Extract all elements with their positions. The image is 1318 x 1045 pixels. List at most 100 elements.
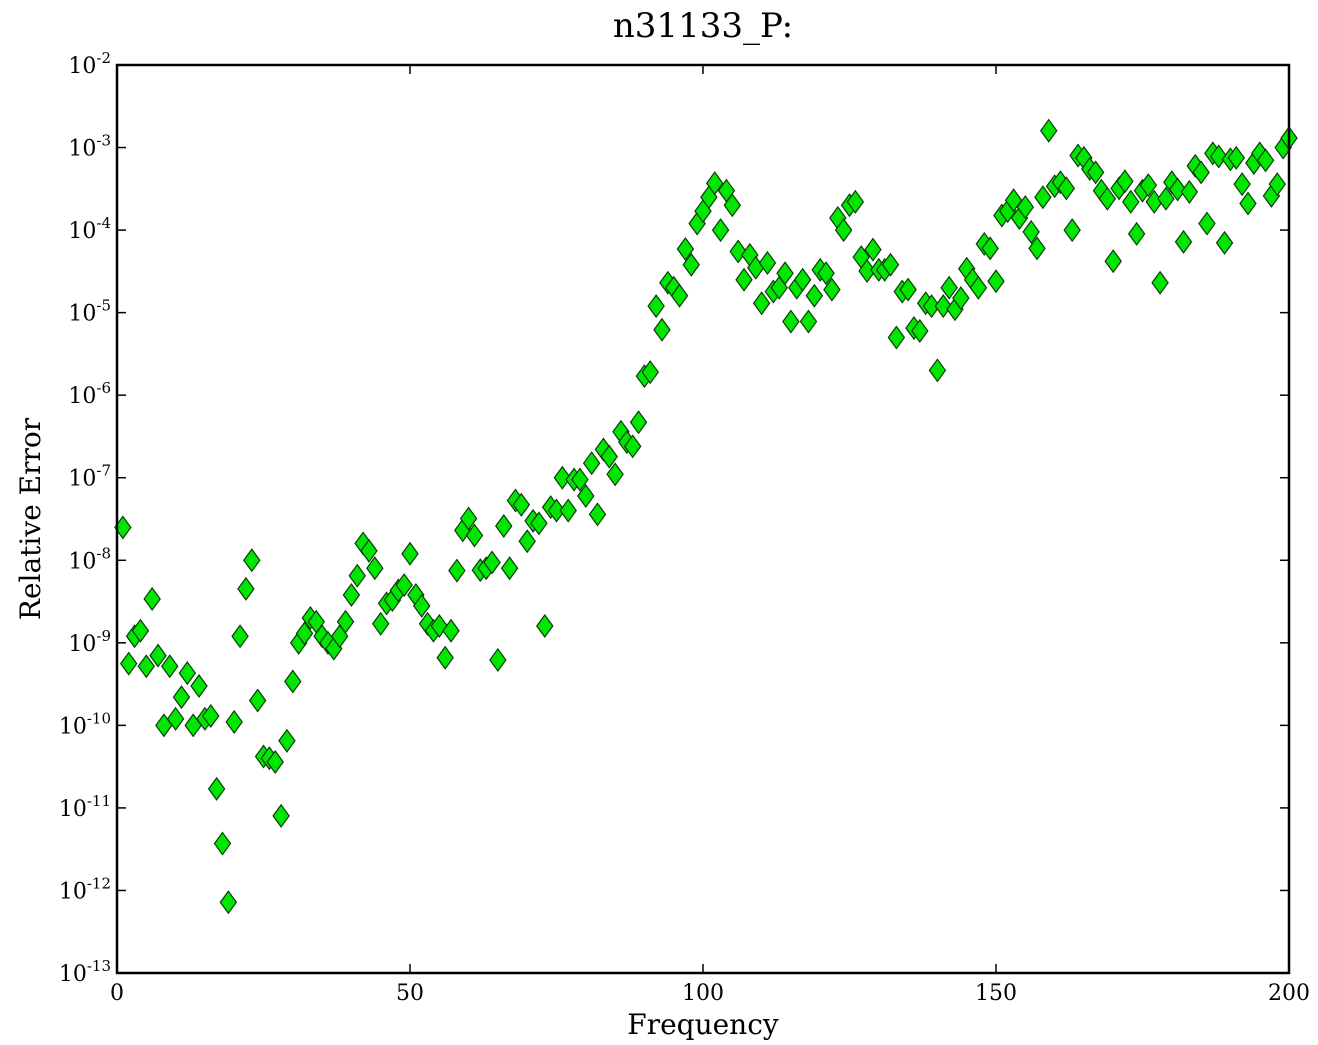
data-point	[1139, 173, 1158, 198]
data-point	[149, 643, 167, 668]
data-point	[758, 250, 777, 275]
y-tick-base: 10	[59, 879, 87, 904]
data-point	[981, 236, 999, 261]
data-point	[571, 467, 589, 492]
y-tick-base: 10	[68, 54, 96, 79]
y-tick-base: 10	[68, 137, 96, 162]
data-point	[272, 803, 290, 828]
x-tick-label: 0	[110, 981, 124, 1006]
data-point	[518, 529, 536, 554]
data-point	[735, 267, 753, 292]
data-point	[887, 325, 906, 350]
chart-title: n31133_P:	[613, 6, 793, 46]
y-tick-exponent: -7	[96, 462, 111, 480]
data-point	[395, 573, 413, 598]
data-point	[1034, 185, 1052, 210]
data-point	[559, 498, 577, 523]
data-point	[442, 618, 460, 643]
data-point	[817, 261, 835, 286]
data-point	[536, 613, 554, 638]
y-axis-label: Relative Error	[14, 417, 47, 620]
y-tick-exponent: -11	[87, 792, 111, 810]
y-tick-label: 10-4	[68, 214, 111, 244]
y-tick-label: 10-11	[59, 792, 111, 822]
data-point	[1239, 191, 1257, 216]
data-point	[401, 541, 419, 566]
data-point	[752, 291, 771, 316]
data-point	[1086, 160, 1105, 185]
data-point	[412, 593, 431, 618]
data-point	[137, 654, 156, 679]
data-point	[711, 218, 730, 243]
data-point	[1209, 144, 1228, 169]
data-point	[1192, 160, 1210, 185]
data-point	[723, 193, 742, 218]
data-point	[1016, 195, 1035, 220]
data-point	[588, 502, 607, 527]
data-point	[166, 706, 185, 731]
data-point	[1227, 145, 1246, 170]
data-point	[448, 558, 466, 583]
data-point	[547, 498, 566, 523]
data-point	[465, 523, 484, 548]
data-point	[1116, 169, 1134, 194]
data-point	[225, 709, 243, 734]
y-tick-exponent: -4	[96, 214, 111, 232]
data-point	[1098, 186, 1117, 211]
y-tick-exponent: -13	[87, 957, 111, 975]
y-tick-base: 10	[68, 302, 96, 327]
data-point	[881, 252, 900, 277]
data-point	[600, 444, 618, 469]
data-point	[623, 434, 642, 459]
y-tick-exponent: -8	[96, 544, 111, 562]
data-point	[805, 283, 824, 308]
data-point	[489, 647, 507, 672]
data-point	[670, 283, 689, 308]
data-point	[1168, 177, 1187, 202]
data-point	[682, 252, 701, 277]
data-point	[928, 358, 947, 383]
y-tick-label: 10-6	[68, 379, 111, 409]
data-point	[934, 294, 953, 319]
y-tick-exponent: -6	[96, 379, 111, 397]
data-point	[143, 586, 161, 611]
data-point	[952, 286, 970, 311]
data-point	[243, 548, 261, 573]
data-point	[647, 294, 665, 319]
data-point	[1180, 179, 1199, 204]
y-tick-label: 10-2	[68, 49, 111, 79]
x-tick-label: 200	[1268, 981, 1310, 1006]
y-tick-base: 10	[59, 962, 87, 987]
data-point	[336, 609, 355, 634]
data-point	[278, 728, 296, 753]
data-point	[436, 645, 454, 670]
data-point	[266, 749, 284, 775]
data-point	[776, 261, 794, 286]
data-point	[899, 277, 917, 302]
data-point	[1127, 221, 1146, 246]
data-point	[231, 624, 249, 649]
data-point	[366, 556, 384, 581]
data-point	[834, 218, 853, 243]
data-point	[793, 267, 812, 292]
data-point	[207, 776, 226, 801]
x-tick-label: 150	[975, 981, 1017, 1006]
data-point	[160, 654, 179, 679]
y-tick-base: 10	[68, 632, 96, 657]
y-tick-label: 10-5	[68, 297, 111, 327]
data-point	[483, 550, 501, 575]
data-point	[248, 688, 267, 713]
data-point	[219, 890, 238, 915]
data-point	[846, 189, 865, 214]
data-point	[1028, 236, 1046, 261]
data-point	[911, 318, 929, 343]
data-point	[653, 317, 671, 342]
y-tick-base: 10	[59, 714, 87, 739]
data-points	[114, 118, 1298, 915]
data-point	[500, 556, 519, 581]
data-point	[284, 669, 302, 694]
data-point	[495, 513, 513, 539]
y-tick-label: 10-10	[59, 709, 111, 739]
data-point	[799, 309, 818, 334]
data-point	[676, 236, 695, 262]
